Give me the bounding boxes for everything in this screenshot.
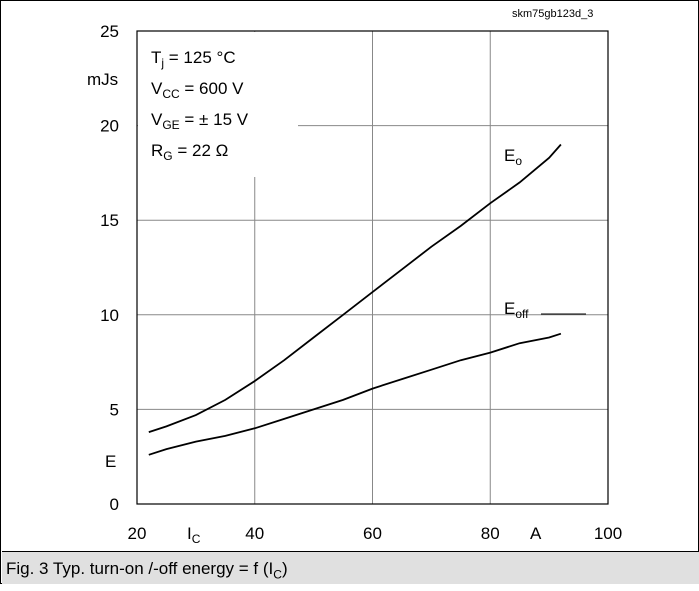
x-tick-label: 40 xyxy=(245,524,264,543)
y-tick-label: 20 xyxy=(100,117,119,136)
condition-line: RG = 22 Ω xyxy=(151,141,228,163)
y-tick-label: 5 xyxy=(110,400,119,419)
x-tick-label: 80 xyxy=(481,524,500,543)
test-conditions: Tj = 125 °C VCC = 600 V VGE = ± 15 V RG = 2… xyxy=(151,48,249,163)
y-axis-label: E xyxy=(105,452,116,471)
y-tick-label: 10 xyxy=(100,306,119,325)
x-tick-labels: 20 40 60 80 100 xyxy=(128,524,623,543)
y-tick-label: 15 xyxy=(100,211,119,230)
series-line-eoff xyxy=(148,332,562,456)
plot-area xyxy=(136,30,609,505)
x-tick-label: 60 xyxy=(363,524,382,543)
y-tick-labels: 0 5 10 15 20 25 xyxy=(100,22,119,514)
x-axis-label: IC xyxy=(187,524,201,546)
series-label-eon: Eo xyxy=(504,146,522,168)
condition-line: VCC = 600 V xyxy=(151,79,244,101)
y-tick-label: 25 xyxy=(100,22,119,41)
condition-line: VGE = ± 15 V xyxy=(151,110,249,132)
conditions-background xyxy=(138,32,298,177)
series-lines xyxy=(148,143,586,456)
figure-caption: Fig. 3 Typ. turn-on /-off energy = f (IC… xyxy=(2,551,699,584)
chart: 20 40 60 80 100 0 5 10 15 20 25 skm75gb123d_3 mJs… xyxy=(87,8,623,546)
x-tick-label: 100 xyxy=(594,524,622,543)
grid-lines xyxy=(137,31,608,504)
series-line-eo xyxy=(148,143,562,433)
x-axis-unit: A xyxy=(530,524,542,543)
x-tick-label: 20 xyxy=(128,524,147,543)
series-label-eoff: Eoff xyxy=(504,299,529,321)
condition-line: Tj = 125 °C xyxy=(151,48,236,70)
figure-id: skm75gb123d_3 xyxy=(512,8,593,20)
y-tick-label: 0 xyxy=(110,495,119,514)
y-axis-unit: mJs xyxy=(87,70,118,89)
plot-border xyxy=(136,30,609,505)
